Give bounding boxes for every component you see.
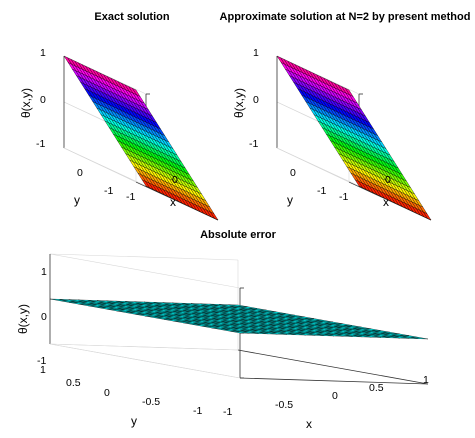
- z-tick-0: 0: [40, 94, 46, 106]
- y-tick-neg1: -1: [104, 185, 113, 197]
- y-tick-0.5: 0.5: [66, 377, 81, 389]
- y-axis-label: y: [74, 193, 80, 207]
- x-tick-neg1: -1: [126, 191, 135, 203]
- floor-edge: [63, 147, 137, 183]
- z-axis-label: θ(x,y): [19, 88, 33, 118]
- x-tick-neg0.5: -0.5: [275, 399, 293, 411]
- x-axis-label: x: [170, 195, 176, 209]
- panel-title: Absolute error: [200, 229, 277, 241]
- y-axis-line: [237, 349, 429, 385]
- x-tick-0.5: 0.5: [369, 382, 384, 394]
- panel-absolute-error: Absolute error 1 0 -1 θ(x,y) 1 0.5 0 -0.…: [16, 229, 429, 431]
- z-tick-neg1: -1: [37, 355, 46, 367]
- floor-edge: [49, 343, 239, 351]
- y-tick-neg1: -1: [193, 405, 202, 417]
- x-tick-neg1: -1: [339, 191, 348, 203]
- surface-mesh: [276, 55, 432, 221]
- surface-patch: [228, 304, 248, 307]
- z-tick-1: 1: [253, 47, 259, 59]
- z-axis-label: θ(x,y): [232, 88, 246, 118]
- surface-mesh: [49, 298, 429, 340]
- y-axis-label: y: [287, 193, 293, 207]
- y-tick-0: 0: [77, 167, 83, 179]
- panel-approximate-solution: Approximate solution at N=2 by present m…: [220, 11, 471, 221]
- z-tick-neg1: -1: [36, 138, 45, 150]
- x-tick-0: 0: [385, 174, 391, 186]
- x-tick-1: 1: [423, 374, 429, 386]
- y-tick-1: 1: [40, 364, 46, 376]
- panel-exact-solution: Exact solution 1 0 -1 θ(x,y) 0 -1 y -1 0…: [19, 11, 219, 221]
- y-tick-0: 0: [104, 387, 110, 399]
- panel-title: Exact solution: [94, 11, 169, 23]
- panel-title: Approximate solution at N=2 by present m…: [220, 11, 471, 23]
- z-axis-label: θ(x,y): [16, 304, 30, 334]
- surface-mesh: [63, 55, 219, 221]
- x-axis-label: x: [383, 195, 389, 209]
- x-tick-0: 0: [332, 390, 338, 402]
- y-tick-neg1: -1: [317, 185, 326, 197]
- z-tick-neg1: -1: [249, 138, 258, 150]
- x-tick-0: 0: [172, 174, 178, 186]
- z-tick-0: 0: [41, 311, 47, 323]
- y-tick-neg0.5: -0.5: [142, 396, 160, 408]
- grid-line: [49, 253, 241, 289]
- y-axis-label: y: [131, 414, 137, 428]
- z-tick-0: 0: [253, 94, 259, 106]
- y-tick-0: 0: [290, 167, 296, 179]
- x-axis-label: x: [306, 417, 312, 431]
- surface-patch: [344, 87, 354, 97]
- x-axis-line: [239, 377, 429, 385]
- z-tick-1: 1: [41, 266, 47, 278]
- grid-line: [49, 253, 239, 261]
- z-tick-1: 1: [40, 47, 46, 59]
- floor-edge: [49, 343, 241, 379]
- surface-patch: [131, 87, 141, 97]
- x-tick-neg1: -1: [223, 406, 232, 418]
- floor-edge: [276, 147, 350, 183]
